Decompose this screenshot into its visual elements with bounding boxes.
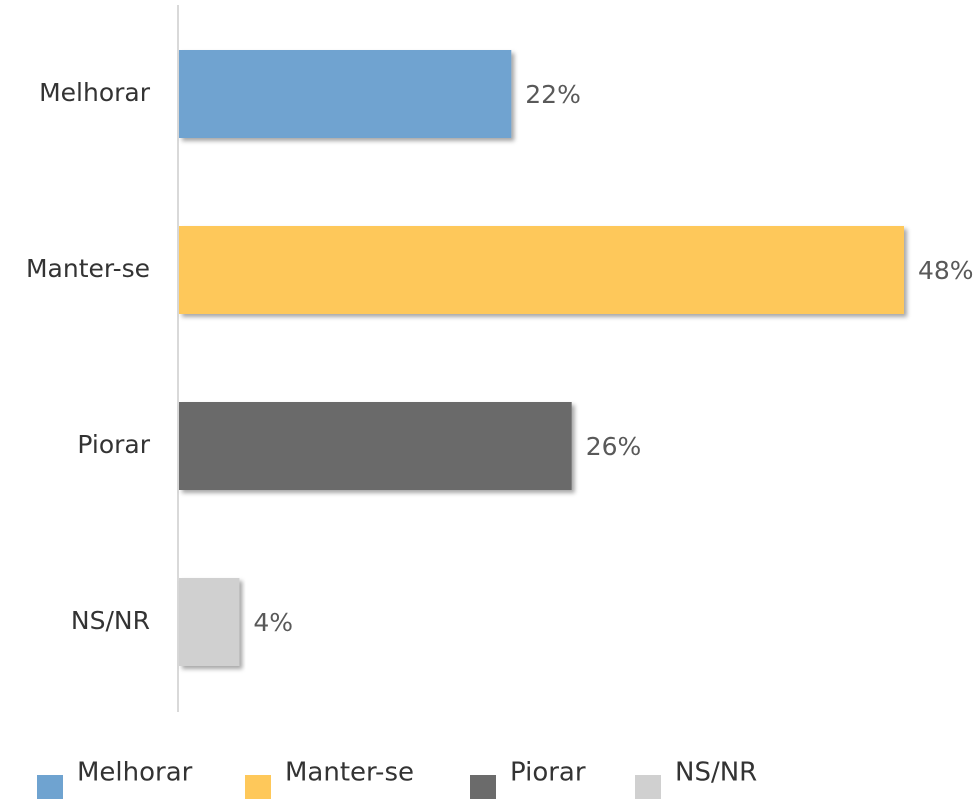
legend-label: NS/NR — [675, 758, 757, 788]
y-tick-label: NS/NR — [71, 606, 150, 635]
y-tick-label: Manter-se — [26, 254, 150, 283]
bar — [179, 402, 572, 490]
bar — [179, 578, 240, 666]
data-label: 48% — [918, 256, 974, 285]
legend-swatch — [470, 775, 496, 799]
legend-label: Melhorar — [77, 758, 193, 788]
legend-label: Piorar — [510, 758, 586, 788]
y-tick-label: Melhorar — [39, 78, 151, 107]
bar — [179, 226, 904, 314]
data-label: 26% — [586, 432, 642, 461]
legend-swatch — [635, 775, 661, 799]
legend-swatch — [245, 775, 271, 799]
data-label: 4% — [253, 608, 293, 637]
y-tick-label: Piorar — [77, 430, 150, 459]
bar — [179, 50, 512, 138]
legend-label: Manter-se — [285, 758, 414, 788]
legend-swatch — [37, 775, 63, 799]
data-label: 22% — [525, 80, 581, 109]
